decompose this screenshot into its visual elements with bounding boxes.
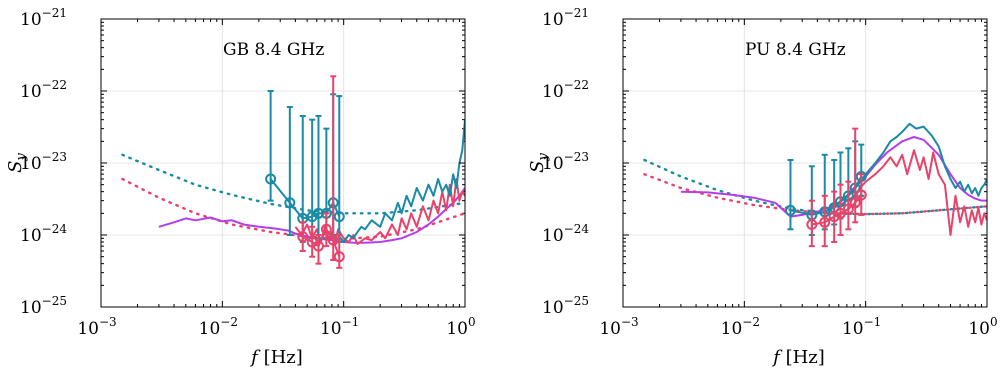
x-tick-label: 10−1 bbox=[842, 315, 881, 339]
y-tick-base: 10 bbox=[20, 82, 42, 102]
y-tick-exponent: −24 bbox=[564, 222, 590, 236]
data-marker bbox=[819, 216, 831, 228]
y-tick-label: 10−25 bbox=[542, 294, 589, 318]
y-tick-exponent: −25 bbox=[42, 294, 67, 308]
y-axis-subscript: y bbox=[14, 153, 29, 162]
data-layer bbox=[643, 122, 987, 248]
y-tick-base: 10 bbox=[20, 298, 42, 318]
y-tick-label: 10−21 bbox=[542, 6, 589, 30]
x-tick-exponent: −3 bbox=[99, 315, 117, 329]
x-tick-label: 100 bbox=[968, 315, 997, 339]
y-tick-exponent: −22 bbox=[564, 78, 589, 92]
x-tick-base: 10 bbox=[599, 319, 621, 339]
panel-title: PU 8.4 GHz bbox=[745, 40, 846, 60]
y-axis-symbol: S bbox=[527, 161, 548, 173]
x-axis-label: f [Hz] bbox=[249, 347, 303, 368]
y-tick-base: 10 bbox=[20, 10, 42, 30]
x-tick-label: 10−3 bbox=[77, 315, 116, 339]
data-marker bbox=[842, 203, 854, 215]
y-tick-base: 10 bbox=[542, 226, 564, 246]
x-tick-exponent: −2 bbox=[742, 315, 760, 329]
y-tick-exponent: −21 bbox=[564, 6, 589, 20]
y-tick-base: 10 bbox=[542, 298, 564, 318]
data-layer bbox=[121, 75, 465, 269]
data-marker bbox=[806, 218, 818, 230]
y-tick-exponent: −25 bbox=[564, 294, 589, 308]
x-tick-base: 10 bbox=[320, 319, 342, 339]
x-tick-label: 10−1 bbox=[320, 315, 359, 339]
x-tick-label: 10−2 bbox=[721, 315, 760, 339]
x-tick-label: 100 bbox=[446, 315, 475, 339]
panel-gb: 10−3 10−2 10−1 10010−2510−2410−2310−2210−21… bbox=[5, 6, 476, 368]
data-marker bbox=[327, 234, 339, 246]
y-tick-exponent: −23 bbox=[564, 150, 589, 164]
y-tick-label: 10−23 bbox=[542, 150, 589, 174]
x-axis-unit: [Hz] bbox=[264, 347, 303, 368]
panel-title: GB 8.4 GHz bbox=[223, 40, 324, 60]
series-line-pink-solid bbox=[828, 149, 987, 236]
x-axis-label: f [Hz] bbox=[771, 347, 825, 368]
y-tick-label: 10−22 bbox=[542, 78, 589, 102]
data-marker bbox=[312, 207, 324, 219]
y-tick-base: 10 bbox=[542, 10, 564, 30]
y-tick-label: 10−21 bbox=[20, 6, 67, 30]
series-line-teal-dotted bbox=[643, 158, 987, 216]
y-tick-label: 10−24 bbox=[20, 222, 67, 246]
data-marker bbox=[784, 204, 796, 216]
y-tick-base: 10 bbox=[542, 154, 564, 174]
data-marker bbox=[855, 189, 867, 201]
y-tick-base: 10 bbox=[542, 82, 564, 102]
y-tick-exponent: −22 bbox=[42, 78, 67, 92]
x-tick-exponent: −3 bbox=[621, 315, 639, 329]
data-marker bbox=[284, 197, 296, 209]
errorbar-series-line-teal bbox=[269, 178, 341, 220]
series-line-pink-solid bbox=[294, 178, 465, 245]
x-tick-base: 10 bbox=[721, 319, 743, 339]
data-marker bbox=[320, 223, 332, 235]
y-axis-label: Sy bbox=[5, 153, 29, 173]
data-marker bbox=[297, 231, 309, 243]
y-axis-label-group: Sy bbox=[5, 153, 29, 173]
y-axis-label-group: Sy bbox=[527, 153, 551, 173]
errorbar-series-line-pink bbox=[302, 227, 341, 258]
x-tick-exponent: 0 bbox=[990, 315, 998, 329]
x-tick-base: 10 bbox=[968, 319, 990, 339]
x-tick-base: 10 bbox=[199, 319, 221, 339]
x-tick-exponent: −1 bbox=[342, 315, 360, 329]
data-marker bbox=[265, 173, 277, 185]
y-tick-base: 10 bbox=[20, 226, 42, 246]
series-line-teal-solid bbox=[828, 122, 987, 208]
x-tick-base: 10 bbox=[446, 319, 468, 339]
y-tick-label: 10−23 bbox=[20, 150, 67, 174]
y-axis-label: Sy bbox=[527, 153, 551, 173]
y-axis-symbol: S bbox=[5, 161, 26, 173]
x-tick-label: 10−3 bbox=[599, 315, 638, 339]
data-marker bbox=[333, 251, 345, 263]
y-tick-exponent: −23 bbox=[42, 150, 67, 164]
data-marker bbox=[333, 211, 345, 223]
x-tick-exponent: −2 bbox=[220, 315, 238, 329]
x-tick-label: 10−2 bbox=[199, 315, 238, 339]
x-tick-base: 10 bbox=[77, 319, 99, 339]
y-tick-label: 10−25 bbox=[20, 294, 67, 318]
y-tick-label: 10−22 bbox=[20, 78, 67, 102]
x-axis-unit: [Hz] bbox=[786, 347, 825, 368]
data-marker bbox=[849, 197, 861, 209]
x-tick-base: 10 bbox=[842, 319, 864, 339]
series-line-teal-solid bbox=[331, 119, 465, 243]
y-tick-exponent: −24 bbox=[42, 222, 68, 236]
y-tick-base: 10 bbox=[20, 154, 42, 174]
y-axis-subscript: y bbox=[536, 153, 551, 162]
panel-pu: 10−3 10−2 10−1 10010−2510−2410−2310−2210−21… bbox=[527, 6, 998, 368]
series-line-pink-dotted bbox=[643, 172, 987, 216]
x-tick-exponent: −1 bbox=[864, 315, 882, 329]
x-tick-exponent: 0 bbox=[468, 315, 476, 329]
data-marker bbox=[834, 207, 846, 219]
y-tick-exponent: −21 bbox=[42, 6, 67, 20]
y-tick-label: 10−24 bbox=[542, 222, 589, 246]
data-marker bbox=[312, 240, 324, 252]
